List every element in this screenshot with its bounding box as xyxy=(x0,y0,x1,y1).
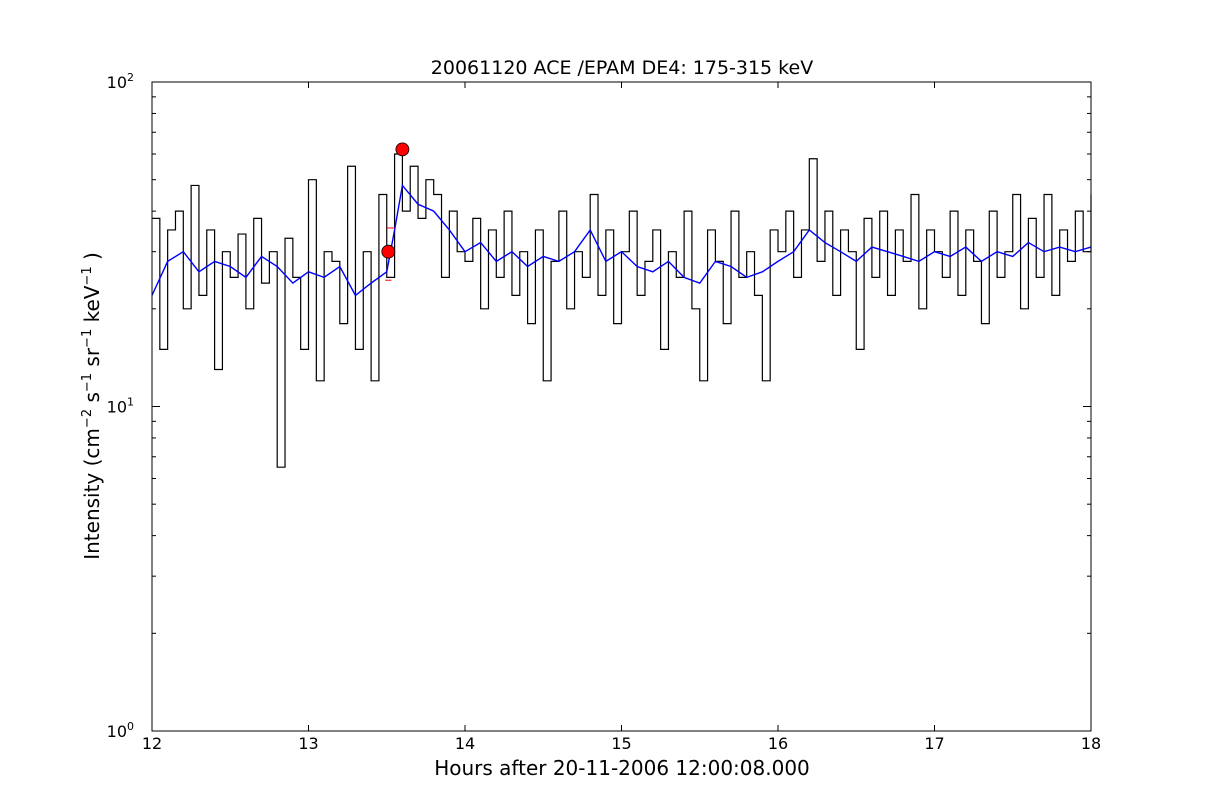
y-tick-label: 101 xyxy=(107,396,134,417)
y-tick-label: 102 xyxy=(107,71,134,92)
y-axis-label: Intensity (cm−2 s−1 sr−1 keV−1 ) xyxy=(80,252,104,560)
series-line-0 xyxy=(152,153,1092,468)
marker-layer xyxy=(381,142,410,281)
onset-marker-1 xyxy=(395,142,410,157)
y-axis-label-sr-exp: −1 xyxy=(80,329,95,348)
x-tick-label: 18 xyxy=(1081,734,1101,753)
y-axis-label-kev-exp: −1 xyxy=(80,266,95,285)
y-axis-label-kev: keV xyxy=(80,285,104,329)
x-tick-label: 15 xyxy=(611,734,631,753)
x-tick-label: 17 xyxy=(924,734,944,753)
x-axis-label: Hours after 20-11-2006 12:00:08.000 xyxy=(434,756,810,780)
x-tick-label: 16 xyxy=(768,734,788,753)
plot-frame xyxy=(151,81,1092,732)
y-axis-label-s-exp: −1 xyxy=(80,373,95,392)
x-tick-label: 13 xyxy=(298,734,318,753)
x-tick-label: 12 xyxy=(142,734,162,753)
onset-marker-0 xyxy=(381,244,396,259)
y-axis-label-sr: sr xyxy=(80,347,104,373)
tick-layer: 12 13 14 15 16 17 18 100 101 102 xyxy=(107,71,1102,753)
y-axis-label-suffix: ) xyxy=(80,252,104,266)
x-tick-label: 14 xyxy=(455,734,475,753)
y-tick-label: 100 xyxy=(107,720,134,741)
series-line-1 xyxy=(151,183,1092,297)
y-axis-label-s: s xyxy=(80,392,104,409)
y-axis-label-prefix: Intensity (cm xyxy=(80,428,104,560)
chart-title: 20061120 ACE /EPAM DE4: 175-315 keV xyxy=(431,57,813,79)
y-axis-label-cm-exp: −2 xyxy=(80,409,95,428)
series-layer xyxy=(151,153,1092,468)
